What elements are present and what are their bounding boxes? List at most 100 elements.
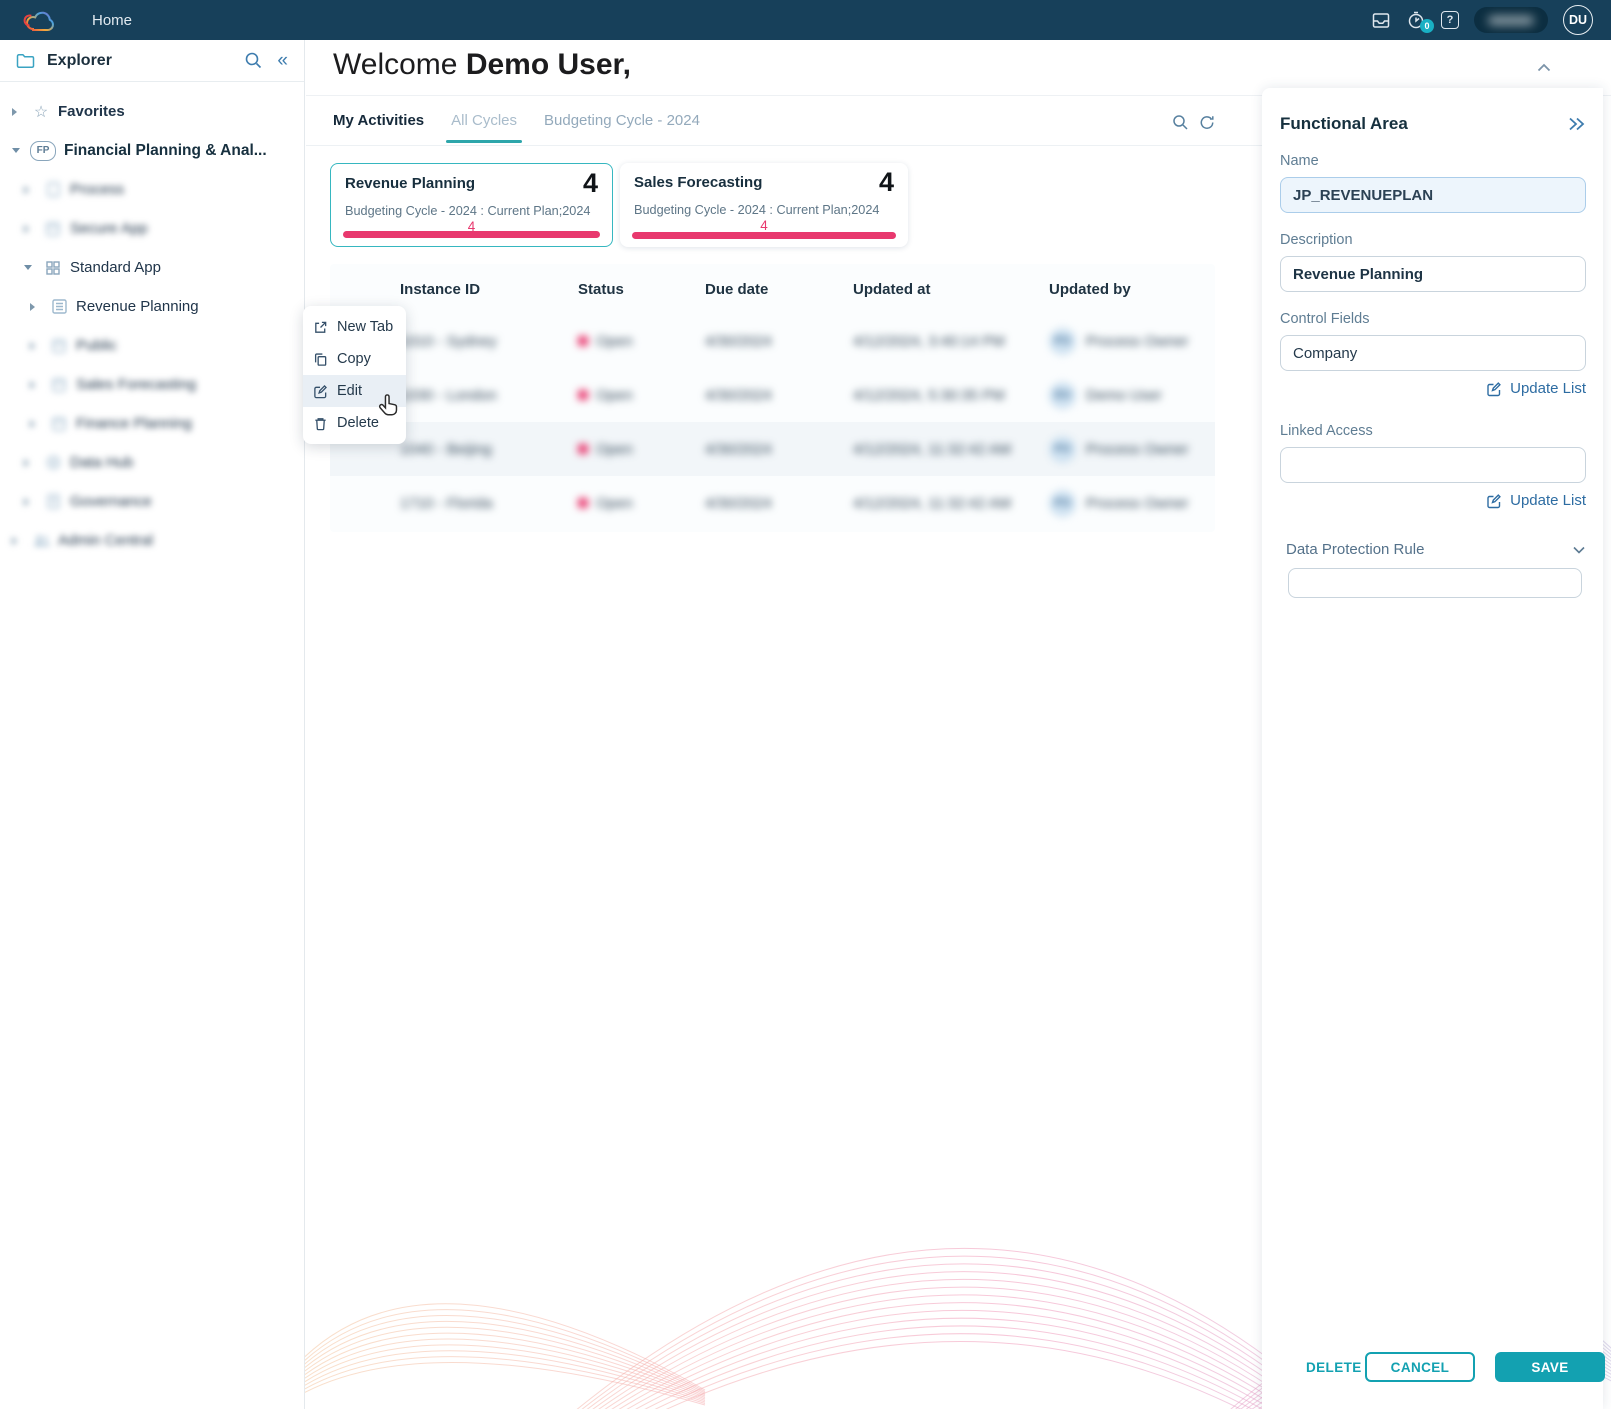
caret-down-icon[interactable] bbox=[24, 265, 42, 270]
activity-card-revenue-planning[interactable]: Revenue Planning 4 Budgeting Cycle - 202… bbox=[330, 163, 613, 247]
cell-updated-at: 4/12/2024, 11:32:42 AM bbox=[853, 440, 1012, 458]
sidebar-item-revenue-planning[interactable]: Revenue Planning bbox=[0, 287, 304, 326]
sidebar-item-public[interactable]: Public bbox=[0, 326, 304, 365]
people-icon bbox=[30, 534, 52, 547]
data-protection-input[interactable] bbox=[1288, 568, 1582, 598]
chevron-up-icon[interactable] bbox=[1536, 62, 1552, 74]
tabs-divider bbox=[306, 145, 1262, 146]
control-fields-input[interactable] bbox=[1280, 335, 1586, 371]
cell-due-date: 4/30/2024 bbox=[705, 440, 772, 458]
caret-down-icon[interactable] bbox=[12, 148, 30, 153]
caret-right-icon[interactable] bbox=[12, 107, 30, 116]
delete-button[interactable]: DELETE bbox=[1300, 1359, 1368, 1376]
caret-right-icon[interactable] bbox=[30, 380, 48, 389]
sidebar-item-label: Data Hub bbox=[70, 454, 134, 471]
refresh-icon[interactable] bbox=[1199, 114, 1216, 131]
instances-table: Instance ID Status Due date Updated at U… bbox=[330, 264, 1215, 532]
table-row[interactable]: 1040 - Beijing Open 4/30/2024 4/12/2024,… bbox=[330, 422, 1215, 476]
data-protection-section[interactable]: Data Protection Rule bbox=[1280, 541, 1586, 558]
name-input[interactable] bbox=[1280, 177, 1586, 213]
caret-right-icon[interactable] bbox=[24, 224, 42, 233]
home-nav-label[interactable]: Home bbox=[92, 11, 133, 29]
header-divider bbox=[306, 95, 1611, 96]
trash-icon bbox=[315, 417, 326, 430]
sidebar-item-data-hub[interactable]: Data Hub bbox=[0, 443, 304, 482]
sidebar-item-finance-planning[interactable]: Finance Planning bbox=[0, 404, 304, 443]
top-navbar: Home 0 ? DU bbox=[0, 0, 1611, 40]
tab-my-activities[interactable]: My Activities bbox=[333, 112, 425, 129]
edit-icon bbox=[1487, 493, 1501, 508]
cell-status: Open bbox=[596, 494, 633, 512]
app-icon bbox=[42, 221, 64, 236]
sidebar-item-process[interactable]: Process bbox=[0, 170, 304, 209]
context-menu-label: Delete bbox=[337, 415, 379, 431]
context-menu-item-delete[interactable]: Delete bbox=[303, 407, 406, 439]
cell-status: Open bbox=[596, 386, 633, 404]
cell-updated-by: Process Owner bbox=[1086, 440, 1189, 458]
table-row[interactable]: 1710 - Florida Open 4/30/2024 4/12/2024,… bbox=[330, 476, 1215, 530]
explorer-sidebar: Explorer « ☆ Favorites FP Financial Plan… bbox=[0, 40, 305, 1409]
cancel-button[interactable]: CANCEL bbox=[1365, 1352, 1475, 1382]
sidebar-item-admin-central[interactable]: Admin Central bbox=[0, 521, 304, 560]
tab-budgeting-cycle-2024[interactable]: Budgeting Cycle - 2024 bbox=[544, 112, 700, 129]
table-row[interactable]: 1010 - Sydney Open 4/30/2024 4/12/2024, … bbox=[330, 314, 1215, 368]
caret-right-icon[interactable] bbox=[24, 458, 42, 467]
context-menu-item-new-tab[interactable]: New Tab bbox=[303, 311, 406, 343]
user-avatar[interactable]: DU bbox=[1563, 5, 1593, 35]
activity-card-sales-forecasting[interactable]: Sales Forecasting 4 Budgeting Cycle - 20… bbox=[620, 163, 908, 247]
cell-updated-by: Process Owner bbox=[1086, 332, 1189, 350]
environment-pill[interactable] bbox=[1474, 7, 1548, 33]
explorer-title: Explorer bbox=[47, 51, 112, 69]
help-icon[interactable]: ? bbox=[1441, 11, 1459, 29]
context-menu: New Tab Copy Edit Delete bbox=[303, 306, 406, 444]
caret-right-icon[interactable] bbox=[24, 185, 42, 194]
sidebar-item-sales-forecasting[interactable]: Sales Forecasting bbox=[0, 365, 304, 404]
document-icon bbox=[42, 494, 64, 509]
caret-right-icon[interactable] bbox=[24, 497, 42, 506]
description-input[interactable] bbox=[1280, 256, 1586, 292]
sidebar-item-governance[interactable]: Governance bbox=[0, 482, 304, 521]
grid-icon bbox=[42, 260, 64, 275]
sidebar-item-label: Admin Central bbox=[58, 532, 154, 549]
cell-updated-by: Demo User bbox=[1086, 386, 1162, 404]
sidebar-item-label: Public bbox=[76, 337, 117, 354]
update-list-link[interactable]: Update List bbox=[1280, 380, 1586, 397]
caret-right-icon[interactable] bbox=[30, 302, 48, 311]
sidebar-search-icon[interactable] bbox=[244, 51, 263, 70]
collapse-panel-icon[interactable] bbox=[1566, 116, 1586, 132]
sidebar-item-favorites[interactable]: ☆ Favorites bbox=[0, 92, 304, 131]
table-row[interactable]: 1030 - London Open 4/30/2024 4/12/2024, … bbox=[330, 368, 1215, 422]
card-subtitle: Budgeting Cycle - 2024 : Current Plan;20… bbox=[634, 203, 880, 217]
avatar: PO bbox=[1049, 327, 1076, 355]
caret-right-icon[interactable] bbox=[30, 341, 48, 350]
cell-status: Open bbox=[596, 332, 633, 350]
context-menu-item-edit[interactable]: Edit bbox=[303, 375, 406, 407]
sidebar-item-label: Governance bbox=[70, 493, 152, 510]
app-logo-icon[interactable] bbox=[22, 5, 56, 35]
cell-instance-id: 1710 - Florida bbox=[400, 494, 493, 512]
sidebar-collapse-icon[interactable]: « bbox=[277, 50, 288, 71]
caret-right-icon[interactable] bbox=[12, 536, 30, 545]
sidebar-item-financial-planning[interactable]: FP Financial Planning & Anal... bbox=[0, 131, 304, 170]
chevron-down-icon[interactable] bbox=[1572, 545, 1586, 555]
edit-icon bbox=[314, 384, 327, 398]
tab-all-cycles[interactable]: All Cycles bbox=[446, 112, 522, 143]
history-clock-icon[interactable]: 0 bbox=[1406, 10, 1434, 33]
page-title: Welcome Demo User, bbox=[333, 48, 631, 82]
sidebar-item-secure-app[interactable]: Secure App bbox=[0, 209, 304, 248]
save-button[interactable]: SAVE bbox=[1495, 1352, 1605, 1382]
linked-access-input[interactable] bbox=[1280, 447, 1586, 483]
caret-right-icon[interactable] bbox=[30, 419, 48, 428]
table-search-icon[interactable] bbox=[1172, 114, 1189, 131]
context-menu-item-copy[interactable]: Copy bbox=[303, 343, 406, 375]
sidebar-item-standard-app[interactable]: Standard App bbox=[0, 248, 304, 287]
sidebar-item-label: Standard App bbox=[70, 259, 161, 276]
update-list-link[interactable]: Update List bbox=[1280, 492, 1586, 509]
explorer-header: Explorer « bbox=[0, 40, 304, 82]
col-updated-at: Updated at bbox=[853, 280, 931, 298]
timer-badge: 0 bbox=[1420, 19, 1434, 33]
app-icon bbox=[48, 377, 70, 392]
inbox-icon[interactable] bbox=[1371, 11, 1391, 30]
activity-tabs: My Activities All Cycles Budgeting Cycle… bbox=[333, 112, 700, 143]
update-list-label: Update List bbox=[1510, 492, 1586, 509]
